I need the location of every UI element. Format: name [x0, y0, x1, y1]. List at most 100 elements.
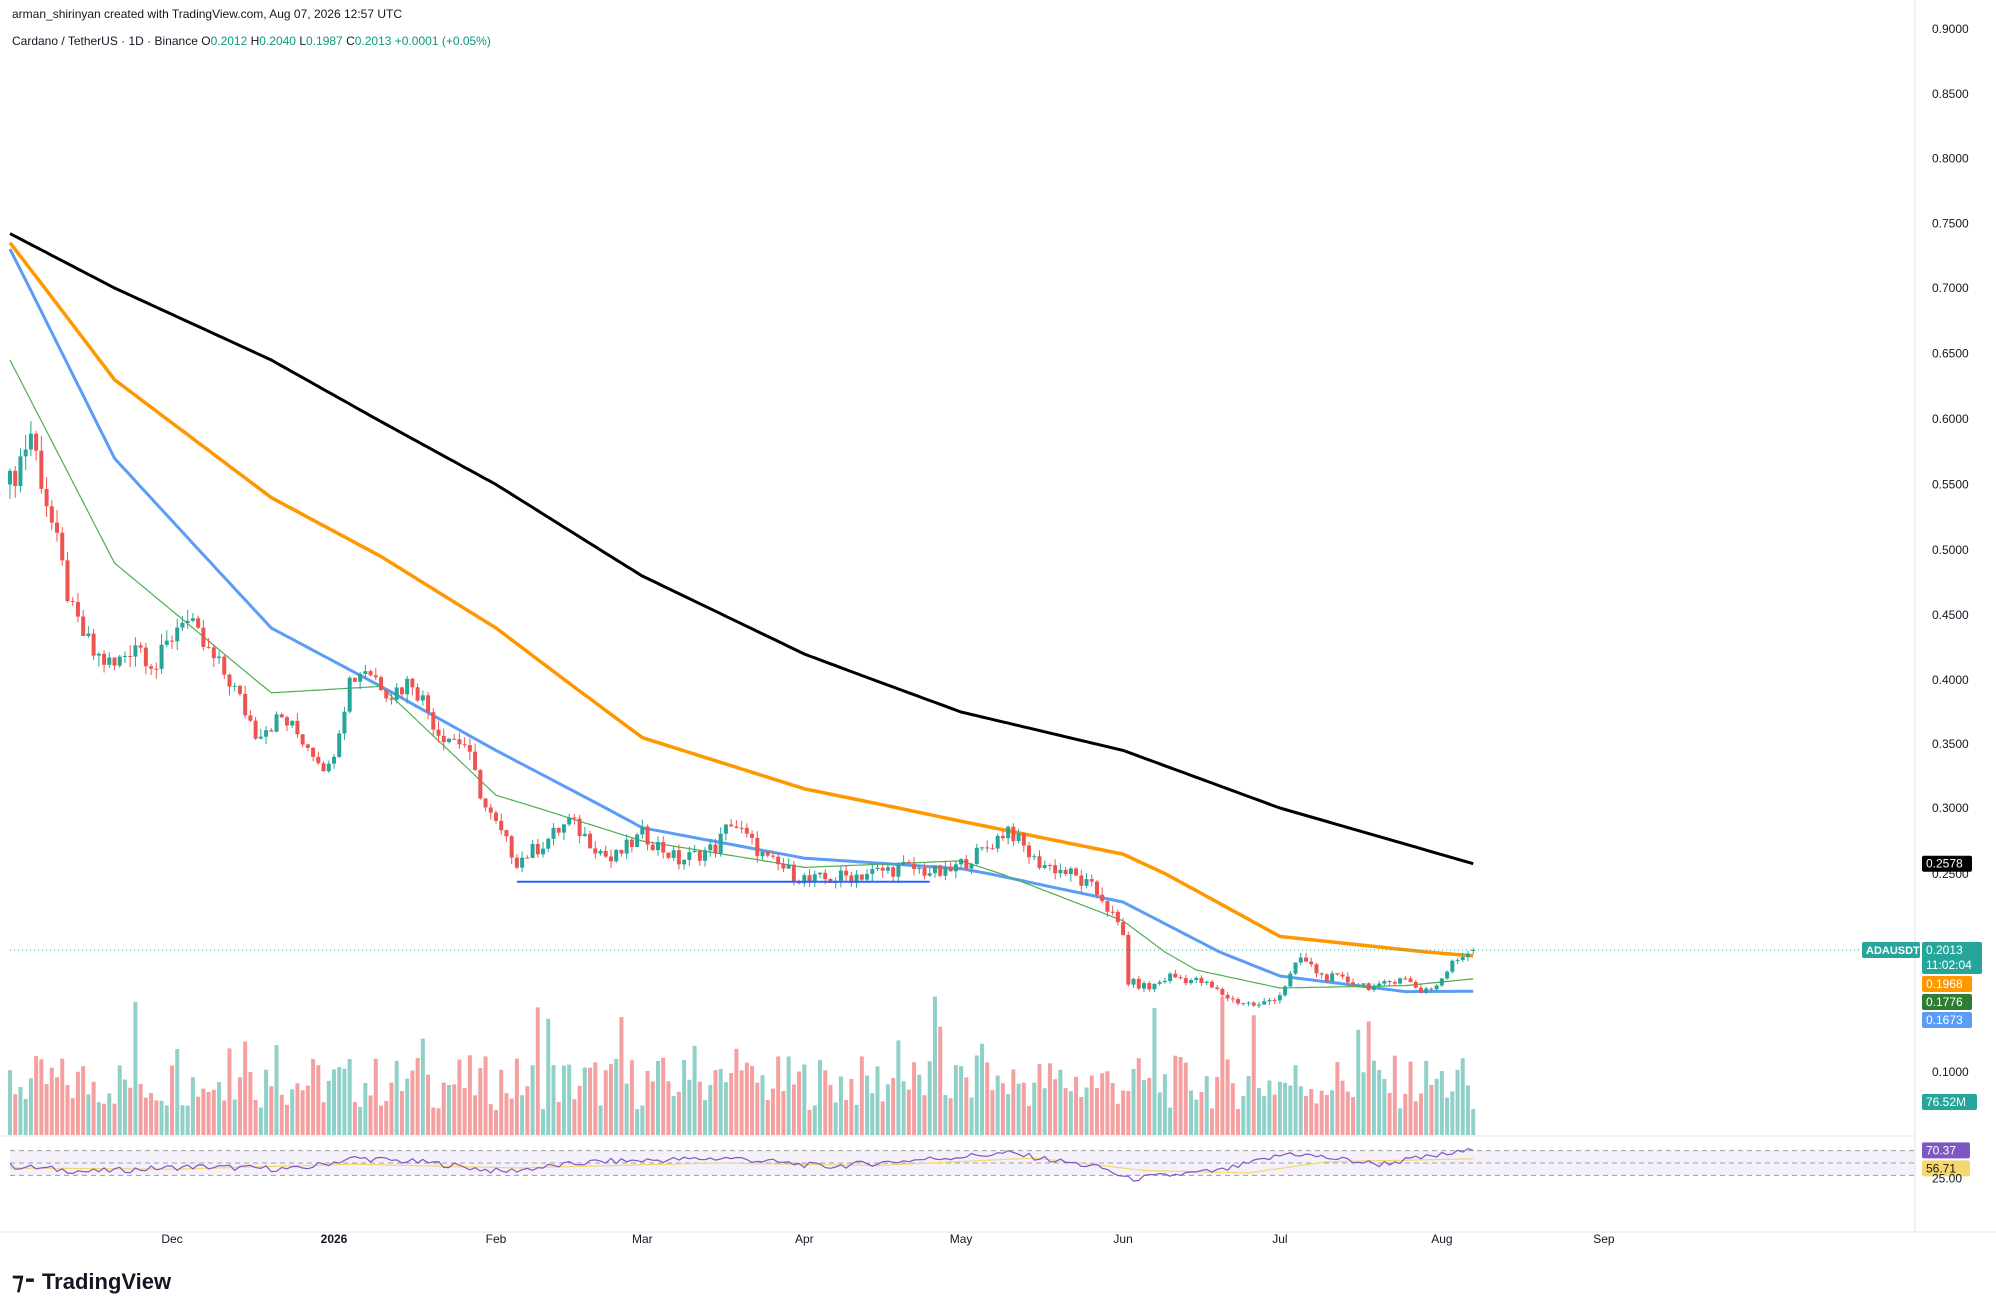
candle-body	[1361, 983, 1366, 985]
volume-bar	[1173, 1055, 1178, 1135]
candle-body	[164, 640, 169, 645]
volume-bar	[744, 1062, 749, 1135]
candle-body	[478, 770, 483, 799]
candle-body	[901, 861, 906, 865]
countdown-timer: 11:02:04	[1926, 958, 1972, 972]
ma-price-tag: 0.2578	[1926, 857, 1963, 871]
volume-bar	[624, 1083, 629, 1135]
candle-body	[1262, 1001, 1267, 1005]
candle-body	[504, 830, 509, 837]
price-tick-label: 0.9000	[1932, 22, 1969, 36]
candle-body	[206, 646, 211, 648]
time-tick-label: Jul	[1272, 1232, 1287, 1246]
candle-body	[1418, 987, 1423, 993]
volume-bar	[1094, 1088, 1099, 1135]
symbol-tag-bg	[1862, 941, 1920, 958]
volume-bar	[13, 1094, 18, 1135]
volume-bar	[603, 1070, 608, 1135]
volume-bar	[682, 1060, 687, 1135]
volume-bar	[588, 1067, 593, 1135]
volume-bar	[311, 1058, 316, 1135]
candle-body	[880, 867, 885, 871]
volume-bar	[791, 1084, 796, 1135]
candle-body	[807, 875, 812, 882]
volume-bar	[838, 1076, 843, 1135]
candle-body	[990, 848, 995, 850]
candle-body	[603, 850, 608, 857]
volume-bar	[650, 1081, 655, 1135]
symbol-name[interactable]: Cardano / TetherUS · 1D · Binance	[12, 34, 198, 48]
candle-body	[1236, 999, 1241, 1004]
candle-body	[473, 751, 478, 771]
candle-body	[1178, 977, 1183, 979]
volume-bar	[833, 1102, 838, 1135]
volume-bar	[180, 1105, 185, 1135]
candle-body	[1309, 961, 1314, 965]
volume-bar	[1251, 1015, 1256, 1135]
volume-bar	[1152, 1007, 1157, 1135]
candle-body	[1000, 835, 1005, 839]
volume-bar	[420, 1038, 425, 1135]
candle-body	[190, 618, 195, 621]
candle-body	[373, 675, 378, 678]
time-tick-label: Apr	[795, 1232, 814, 1246]
volume-bar	[368, 1095, 373, 1135]
candle-body	[1131, 978, 1136, 985]
candle-body	[948, 866, 953, 872]
volume-bar	[1105, 1071, 1110, 1135]
volume-bar	[1142, 1080, 1146, 1135]
candle-body	[739, 827, 744, 829]
candle-body	[143, 647, 148, 667]
volume-bar	[1068, 1091, 1073, 1135]
candle-body	[1173, 973, 1178, 978]
volume-bar	[844, 1100, 849, 1135]
volume-bar	[896, 1040, 901, 1135]
volume-bar	[859, 1056, 864, 1135]
candle-body	[1204, 981, 1209, 983]
volume-bar	[1272, 1094, 1277, 1135]
candle-body	[514, 857, 519, 868]
candle-body	[295, 720, 300, 735]
candle-body	[1445, 971, 1450, 979]
candle-body	[671, 850, 676, 858]
candle-body	[1460, 957, 1465, 960]
volume-bar	[295, 1083, 300, 1135]
candle-body	[1382, 981, 1387, 984]
volume-bar	[514, 1058, 519, 1135]
candle-body	[248, 715, 253, 721]
volume-bar	[457, 1059, 462, 1135]
time-tick-label: Mar	[632, 1232, 653, 1246]
candle-body	[891, 867, 896, 877]
candle-body	[896, 864, 901, 877]
candle-body	[661, 841, 666, 853]
time-tick-label: Sep	[1593, 1232, 1615, 1246]
candle-body	[1319, 973, 1324, 975]
volume-bar	[661, 1057, 666, 1135]
candle-body	[750, 833, 755, 838]
volume-bar	[995, 1075, 1000, 1135]
volume-bar	[1178, 1056, 1183, 1135]
tradingview-logo[interactable]: ⁊⁃ TradingView	[12, 1267, 171, 1296]
candle-body	[175, 627, 180, 642]
price-tick-label: 0.7500	[1932, 216, 1969, 230]
candle-body	[96, 653, 101, 656]
candle-body	[394, 687, 399, 700]
volume-bar	[812, 1105, 817, 1135]
candle-body	[729, 824, 734, 827]
candle-body	[128, 655, 133, 657]
volume-bar	[1084, 1087, 1089, 1135]
candle-body	[44, 488, 49, 507]
candle-body	[629, 839, 634, 847]
volume-bar	[520, 1095, 525, 1135]
candle-body	[969, 864, 974, 869]
candle-body	[854, 874, 859, 883]
volume-bar	[598, 1105, 603, 1135]
candle-body	[1335, 973, 1340, 975]
price-tick-label: 0.4500	[1932, 608, 1969, 622]
volume-bar	[577, 1085, 582, 1135]
volume-bar	[990, 1090, 995, 1135]
volume-bar	[34, 1056, 39, 1135]
volume-bar	[446, 1084, 451, 1135]
candle-body	[938, 865, 943, 876]
